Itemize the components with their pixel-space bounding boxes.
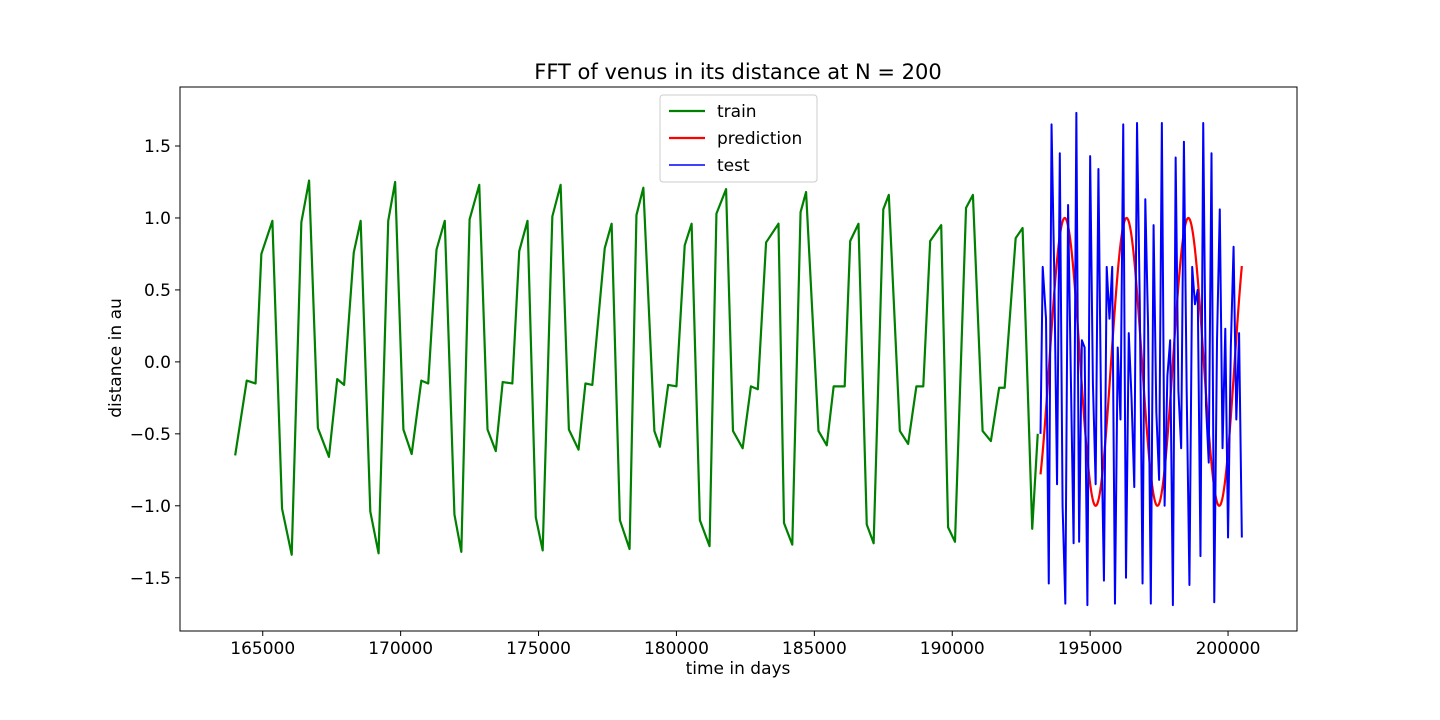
legend-box [659, 94, 818, 183]
y-tick-label: 0.5 [144, 281, 171, 301]
plot-area [179, 86, 1298, 632]
legend-label-train: train [717, 102, 757, 122]
x-tick-label: 165000 [230, 639, 295, 659]
y-tick-label: 1.0 [144, 209, 171, 229]
axes-frame [179, 86, 1298, 632]
legend-label-test: test [717, 156, 750, 176]
legend: train prediction test [659, 94, 818, 183]
x-tick-label: 175000 [506, 639, 571, 659]
y-tick-label: −1.5 [130, 569, 171, 589]
y-tick-label: −0.5 [130, 425, 171, 445]
y-axis-ticks: 1.5 1.0 0.5 0.0 −0.5 −1.0 −1.5 [130, 137, 180, 589]
x-tick-label: 195000 [1058, 639, 1123, 659]
x-axis-label: time in days [686, 659, 791, 679]
series-group [234, 111, 1243, 607]
series-line-test [1039, 111, 1243, 607]
x-tick-label: 190000 [920, 639, 985, 659]
legend-label-prediction: prediction [717, 129, 802, 149]
x-tick-label: 185000 [782, 639, 847, 659]
x-tick-label: 200000 [1196, 639, 1261, 659]
y-tick-label: −1.0 [130, 497, 171, 517]
y-axis-label: distance in au [106, 298, 126, 418]
x-tick-label: 180000 [644, 639, 709, 659]
series-line-train [234, 179, 1039, 556]
x-axis-ticks: 165000 170000 175000 180000 185000 190000 1950… [230, 631, 1261, 659]
chart-title: FFT of venus in its distance at N = 200 [534, 60, 941, 84]
y-tick-label: 1.5 [144, 137, 171, 157]
x-tick-label: 170000 [368, 639, 433, 659]
y-tick-label: 0.0 [144, 353, 171, 373]
